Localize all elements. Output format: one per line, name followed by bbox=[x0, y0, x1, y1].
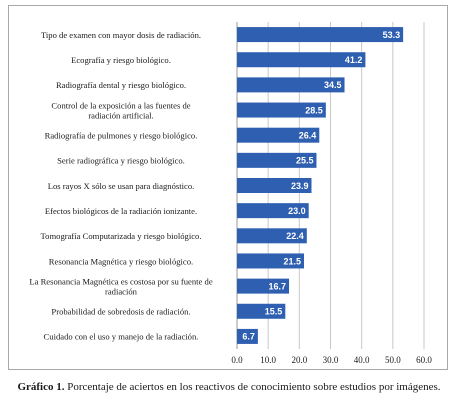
category-label: Radiografía de pulmones y riesgo biológi… bbox=[45, 130, 198, 140]
category-label-line: Resonancia Magnética y riesgo biológico. bbox=[49, 256, 193, 266]
x-tick-label: 30.0 bbox=[323, 355, 339, 365]
bar-value-label: 25.5 bbox=[296, 156, 314, 166]
category-label-line: Serie radiográfica y riesgo biológico. bbox=[57, 156, 185, 166]
category-label: Serie radiográfica y riesgo biológico. bbox=[57, 156, 185, 166]
bar bbox=[237, 52, 366, 68]
bar-chart: 53.3 41.2 34.5 28.5 26.4 25.5 23.9 23.0 22.4 21.5… bbox=[29, 22, 432, 365]
bar bbox=[237, 178, 312, 193]
category-label-line: La Resonancia Magnética es costosa por s… bbox=[29, 276, 212, 286]
bar bbox=[237, 253, 305, 269]
category-label-line: radiación bbox=[105, 286, 138, 296]
caption-lead: Gráfico 1. bbox=[17, 381, 65, 393]
bar bbox=[237, 27, 404, 43]
x-tick-label: 10.0 bbox=[260, 355, 276, 365]
x-tick-label: 60.0 bbox=[416, 355, 432, 365]
category-label: Tomografía Computarizada y riesgo biológ… bbox=[41, 231, 202, 241]
x-tick-label: 40.0 bbox=[354, 355, 370, 365]
category-label: Los rayos X sólo se usan para diagnóstic… bbox=[48, 181, 195, 191]
category-label-line: Efectos biológicos de la radiación ioniz… bbox=[45, 206, 197, 216]
bar bbox=[237, 77, 345, 93]
category-label: Probabilidad de sobredosis de radiación. bbox=[51, 307, 190, 317]
bar-value-label: 15.5 bbox=[265, 307, 283, 317]
category-label: Control de la exposición a las fuentes d… bbox=[51, 100, 190, 120]
chart-frame bbox=[8, 5, 448, 370]
category-label-line: radiación artificial. bbox=[88, 110, 153, 120]
bar-value-label: 6.7 bbox=[242, 332, 255, 342]
x-tick-label: 0.0 bbox=[231, 355, 243, 365]
bars: 53.3 41.2 34.5 28.5 26.4 25.5 23.9 23.0 22.4 21.5… bbox=[237, 27, 404, 344]
bar bbox=[237, 303, 286, 319]
gridlines bbox=[236, 22, 425, 349]
bar bbox=[237, 328, 258, 344]
bar bbox=[237, 228, 307, 244]
bar-value-label: 23.9 bbox=[291, 181, 309, 191]
category-label: Cuidado con el uso y manejo de la radiac… bbox=[44, 332, 199, 342]
category-label-line: Probabilidad de sobredosis de radiación. bbox=[51, 307, 190, 317]
category-label-line: Los rayos X sólo se usan para diagnóstic… bbox=[48, 181, 195, 191]
category-label-line: Radiografía dental y riesgo biológico. bbox=[56, 80, 186, 90]
category-label-line: Cuidado con el uso y manejo de la radiac… bbox=[44, 332, 199, 342]
bar-value-label: 34.5 bbox=[324, 80, 342, 90]
bar bbox=[237, 127, 320, 143]
x-tick-label: 20.0 bbox=[291, 355, 307, 365]
category-label-line: Tipo de examen con mayor dosis de radiac… bbox=[41, 30, 201, 40]
bar-value-label: 16.7 bbox=[269, 281, 287, 291]
bar-value-label: 26.4 bbox=[299, 130, 317, 140]
category-label: Resonancia Magnética y riesgo biológico. bbox=[49, 256, 193, 266]
category-label-line: Tomografía Computarizada y riesgo biológ… bbox=[41, 231, 202, 241]
bar-value-label: 41.2 bbox=[345, 55, 363, 65]
bar bbox=[237, 203, 309, 219]
x-tick-label: 50.0 bbox=[385, 355, 401, 365]
bar-value-label: 21.5 bbox=[283, 256, 301, 266]
bar bbox=[237, 152, 317, 168]
bar-value-label: 53.3 bbox=[383, 30, 401, 40]
category-label: La Resonancia Magnética es costosa por s… bbox=[29, 276, 212, 296]
bar bbox=[237, 278, 290, 294]
bar bbox=[237, 102, 326, 118]
bar-value-label: 23.0 bbox=[288, 206, 306, 216]
bar-value-label: 22.4 bbox=[286, 231, 304, 241]
x-tick-labels: 0.0 10.0 20.0 30.0 40.0 50.0 60.0 bbox=[231, 355, 432, 365]
category-label: Tipo de examen con mayor dosis de radiac… bbox=[41, 30, 201, 40]
bar-value-label: 28.5 bbox=[305, 105, 323, 115]
figure-caption: Gráfico 1. Porcentaje de aciertos en los… bbox=[0, 380, 458, 394]
category-label: Radiografía dental y riesgo biológico. bbox=[56, 80, 186, 90]
category-label-line: Control de la exposición a las fuentes d… bbox=[51, 100, 190, 110]
category-label: Ecografía y riesgo biológico. bbox=[71, 55, 171, 65]
category-label-line: Radiografía de pulmones y riesgo biológi… bbox=[45, 130, 198, 140]
caption-text: Porcentaje de aciertos en los reactivos … bbox=[64, 381, 441, 393]
category-label-line: Ecografía y riesgo biológico. bbox=[71, 55, 171, 65]
category-label: Efectos biológicos de la radiación ioniz… bbox=[45, 206, 197, 216]
category-labels: Tipo de examen con mayor dosis de radiac… bbox=[29, 30, 212, 342]
